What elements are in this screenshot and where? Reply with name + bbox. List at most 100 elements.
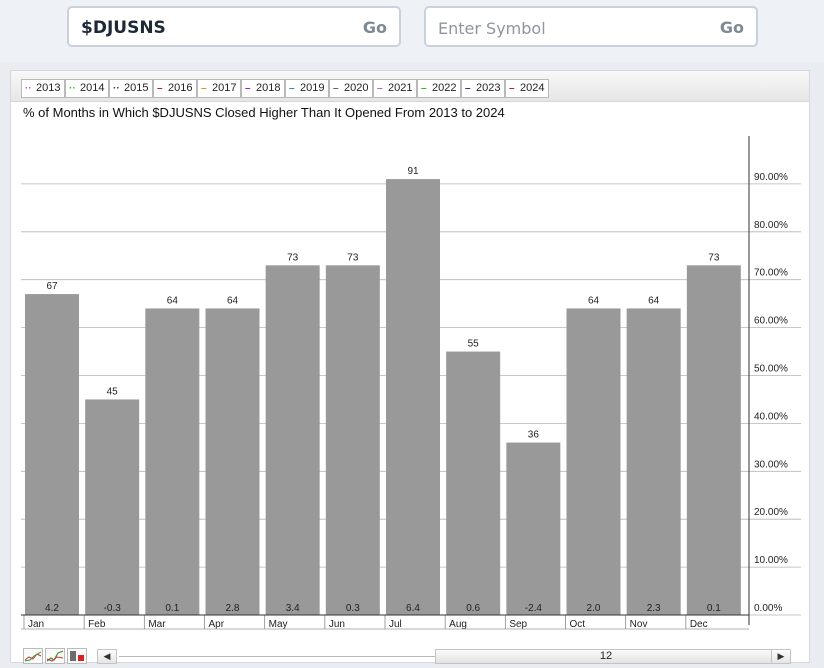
avg-return-label: -2.4	[525, 603, 543, 614]
x-tick-label: Sep	[509, 619, 527, 630]
legend-item-2021[interactable]: –2021	[373, 79, 417, 98]
avg-return-label: 0.1	[165, 603, 179, 614]
legend-item-2017[interactable]: –2017	[197, 79, 241, 98]
avg-return-label: 0.3	[346, 603, 360, 614]
legend-item-2023[interactable]: –2023	[461, 79, 505, 98]
symbol-input[interactable]: $DJUSNS Go	[67, 6, 401, 47]
legend-item-2020[interactable]: –2020	[329, 79, 373, 98]
bar-Feb	[85, 399, 140, 615]
legend-swatch-icon: –	[465, 83, 471, 94]
avg-return-label: 2.0	[587, 603, 601, 614]
legend-item-2013[interactable]: ·· 2013	[21, 79, 65, 98]
line-chart-toggle-icon[interactable]	[23, 648, 43, 664]
legend-swatch-icon: –	[509, 83, 515, 94]
enter-symbol-placeholder: Enter Symbol	[438, 19, 546, 38]
legend-item-2022[interactable]: –2022	[417, 79, 461, 98]
bar-value-label: 67	[46, 281, 58, 292]
legend-label: 2019	[300, 82, 325, 94]
avg-return-label: 6.4	[406, 603, 420, 614]
legend-label: 2014	[80, 82, 105, 94]
bar-value-label: 73	[287, 252, 299, 263]
legend-strip: ·· 2013 ·· 2014 ·· 2015–2016–2017–2018–2019–2…	[11, 71, 809, 102]
y-tick-label: 0.00%	[754, 603, 782, 614]
legend-label: 2016	[168, 82, 193, 94]
bar-Dec	[686, 265, 741, 615]
legend-swatch-icon: ··	[25, 83, 32, 94]
legend-label: 2021	[388, 82, 413, 94]
scroll-left-button[interactable]: ◀	[97, 649, 117, 664]
legend-swatch-icon: –	[245, 83, 251, 94]
y-tick-label: 70.00%	[754, 268, 788, 279]
legend-swatch-icon: –	[201, 83, 207, 94]
legend-swatch-icon: –	[377, 83, 383, 94]
legend-item-2024[interactable]: –2024	[505, 79, 549, 98]
legend-label: 2024	[520, 82, 545, 94]
left-arrow-icon: ◀	[103, 651, 111, 661]
bar-Mar	[145, 308, 200, 615]
scroll-thumb[interactable]: 12	[435, 649, 777, 664]
x-tick-label: Dec	[690, 619, 708, 630]
legend-item-2019[interactable]: –2019	[285, 79, 329, 98]
chart-title: % of Months in Which $DJUSNS Closed High…	[23, 105, 505, 120]
bar-value-label: 91	[407, 166, 419, 177]
bar-value-label: 64	[588, 295, 600, 306]
bar-value-label: 45	[107, 386, 119, 397]
avg-return-label: 2.8	[226, 603, 240, 614]
legend-swatch-icon: ··	[69, 83, 76, 94]
bar-Nov	[626, 308, 681, 615]
x-tick-label: Mar	[148, 619, 166, 630]
scroll-right-button[interactable]: ▶	[771, 649, 791, 664]
x-tick-label: Nov	[630, 619, 648, 630]
x-tick-label: Oct	[570, 619, 586, 630]
bar-value-label: 64	[167, 295, 179, 306]
avg-return-label: 0.1	[707, 603, 721, 614]
avg-return-label: -0.3	[104, 603, 122, 614]
x-tick-label: Jun	[329, 619, 345, 630]
right-arrow-icon: ▶	[777, 651, 785, 661]
bar-value-label: 73	[347, 252, 359, 263]
sparkline-toggle-icon[interactable]	[45, 648, 65, 664]
avg-return-label: 2.3	[647, 603, 661, 614]
scroll-thumb-value: 12	[599, 650, 613, 662]
legend-swatch-icon: –	[289, 83, 295, 94]
chart-panel: ·· 2013 ·· 2014 ·· 2015–2016–2017–2018–2019–2…	[10, 70, 810, 664]
legend-label: 2017	[212, 82, 237, 94]
bar-Jul	[386, 179, 440, 616]
bar-value-label: 73	[708, 252, 720, 263]
legend-item-2014[interactable]: ·· 2014	[65, 79, 109, 98]
bar-Jan	[25, 294, 79, 615]
x-tick-label: Jan	[28, 619, 44, 630]
y-tick-label: 50.00%	[754, 364, 788, 375]
symbol-input-value: $DJUSNS	[81, 18, 166, 38]
legend-swatch-icon: –	[421, 83, 427, 94]
y-tick-label: 40.00%	[754, 411, 788, 422]
go-button-2[interactable]: Go	[719, 18, 744, 37]
y-tick-label: 30.00%	[754, 459, 788, 470]
y-tick-label: 60.00%	[754, 316, 788, 327]
legend-item-2018[interactable]: –2018	[241, 79, 285, 98]
go-button[interactable]: Go	[362, 18, 387, 37]
enter-symbol-input[interactable]: Enter Symbol Go	[424, 6, 758, 47]
legend-label: 2018	[256, 82, 281, 94]
bar-Jun	[325, 265, 380, 615]
bar-Aug	[446, 351, 501, 615]
top-bar: $DJUSNS Go Enter Symbol Go	[0, 0, 824, 62]
legend-item-2016[interactable]: –2016	[153, 79, 197, 98]
avg-return-label: 0.6	[466, 603, 480, 614]
bar-chart-toggle-icon[interactable]	[67, 648, 87, 664]
bar-Oct	[566, 308, 621, 615]
x-tick-label: May	[269, 619, 288, 630]
y-tick-label: 20.00%	[754, 507, 788, 518]
scroll-track	[119, 656, 441, 657]
legend-label: 2022	[432, 82, 457, 94]
bar-Sep	[506, 442, 561, 615]
bar-value-label: 55	[468, 339, 480, 350]
legend-item-2015[interactable]: ·· 2015	[109, 79, 153, 98]
legend-swatch-icon: –	[157, 83, 163, 94]
bar-May	[265, 265, 320, 615]
x-tick-label: Jul	[389, 619, 402, 630]
bar-value-label: 64	[648, 295, 660, 306]
x-tick-label: Feb	[88, 619, 106, 630]
legend-label: 2015	[124, 82, 149, 94]
y-tick-label: 80.00%	[754, 220, 788, 231]
